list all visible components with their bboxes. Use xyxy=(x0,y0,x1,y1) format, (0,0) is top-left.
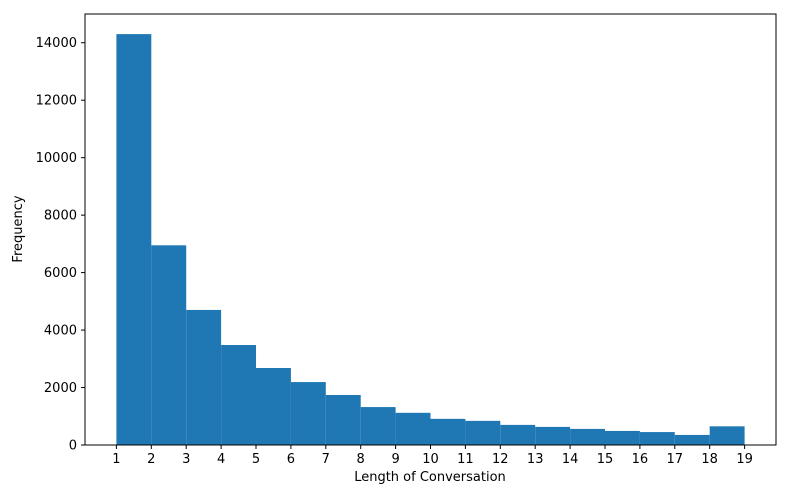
histogram-bar xyxy=(465,420,501,445)
histogram-bar xyxy=(639,432,675,445)
y-tick-label: 12000 xyxy=(36,94,77,109)
x-tick-label: 7 xyxy=(322,452,330,467)
x-tick: 3 xyxy=(182,445,190,467)
x-tick: 15 xyxy=(597,445,614,467)
x-tick-label: 10 xyxy=(422,452,439,467)
histogram-bar xyxy=(674,434,710,445)
x-tick-label: 16 xyxy=(632,452,649,467)
x-tick-label: 5 xyxy=(252,452,260,467)
x-tick: 16 xyxy=(632,445,649,467)
x-tick-label: 14 xyxy=(562,452,579,467)
x-tick: 9 xyxy=(391,445,400,467)
x-tick: 11 xyxy=(457,445,474,467)
histogram-bar xyxy=(116,34,152,446)
x-tick-label: 15 xyxy=(597,452,614,467)
x-tick: 14 xyxy=(562,445,579,467)
y-tick: 6000 xyxy=(44,266,85,281)
histogram-bar xyxy=(604,430,640,445)
x-tick: 2 xyxy=(147,445,155,467)
x-tick-label: 19 xyxy=(736,452,753,467)
y-tick-label: 6000 xyxy=(44,266,77,281)
x-tick-label: 9 xyxy=(391,452,399,467)
x-tick-label: 1 xyxy=(112,452,120,467)
histogram-bar xyxy=(325,395,361,445)
histogram-bar xyxy=(500,424,536,445)
y-tick: 0 xyxy=(69,439,85,454)
y-axis-label: Frequency xyxy=(11,195,26,262)
histogram-bar xyxy=(570,428,605,445)
x-tick-label: 12 xyxy=(492,452,509,467)
histogram-bar xyxy=(709,426,745,445)
x-tick-label: 6 xyxy=(287,452,295,467)
x-tick: 8 xyxy=(357,445,365,467)
histogram-bar xyxy=(151,245,187,445)
x-tick: 5 xyxy=(252,445,260,467)
x-tick: 10 xyxy=(422,445,439,467)
x-tick-label: 3 xyxy=(182,452,190,467)
histogram-bar xyxy=(430,418,466,445)
y-tick-label: 14000 xyxy=(36,36,77,51)
y-tick-label: 4000 xyxy=(44,324,77,339)
x-tick: 17 xyxy=(667,445,684,467)
y-tick-label: 10000 xyxy=(36,151,77,166)
x-axis-ticks: 1 2 3 4 5 6 7 8 9 10 11 12 13 14 15 16 17 18 19 xyxy=(112,445,753,467)
x-tick-label: 4 xyxy=(217,452,225,467)
histogram-bar xyxy=(256,367,291,445)
x-tick: 6 xyxy=(287,445,295,467)
x-tick-label: 13 xyxy=(527,452,544,467)
y-tick: 2000 xyxy=(44,381,85,396)
histogram-bar xyxy=(535,426,571,445)
x-tick-label: 8 xyxy=(357,452,365,467)
x-tick-label: 18 xyxy=(701,452,718,467)
histogram-bar xyxy=(395,412,431,445)
histogram-bar xyxy=(186,309,222,445)
y-tick: 12000 xyxy=(36,94,85,109)
y-axis-ticks: 0 2000 4000 6000 8000 10000 12000 14000 xyxy=(36,36,85,454)
x-tick: 7 xyxy=(322,445,330,467)
histogram-bar xyxy=(360,407,396,445)
y-tick: 8000 xyxy=(44,209,85,224)
y-tick: 14000 xyxy=(36,36,85,51)
x-tick: 18 xyxy=(701,445,718,467)
x-tick-label: 11 xyxy=(457,452,474,467)
x-tick: 19 xyxy=(736,445,753,467)
y-tick-label: 2000 xyxy=(44,381,77,396)
x-tick-label: 17 xyxy=(667,452,684,467)
x-axis-label: Length of Conversation xyxy=(354,470,506,485)
bars-group xyxy=(116,34,745,446)
x-tick: 13 xyxy=(527,445,544,467)
x-tick: 12 xyxy=(492,445,509,467)
x-tick: 4 xyxy=(217,445,225,467)
y-tick: 10000 xyxy=(36,151,85,166)
y-tick-label: 8000 xyxy=(44,209,77,224)
x-tick-label: 2 xyxy=(147,452,155,467)
histogram-bar xyxy=(221,345,257,445)
y-tick-label: 0 xyxy=(69,439,77,454)
x-tick: 1 xyxy=(112,445,121,467)
histogram-bar xyxy=(290,382,326,445)
y-tick: 4000 xyxy=(44,324,85,339)
